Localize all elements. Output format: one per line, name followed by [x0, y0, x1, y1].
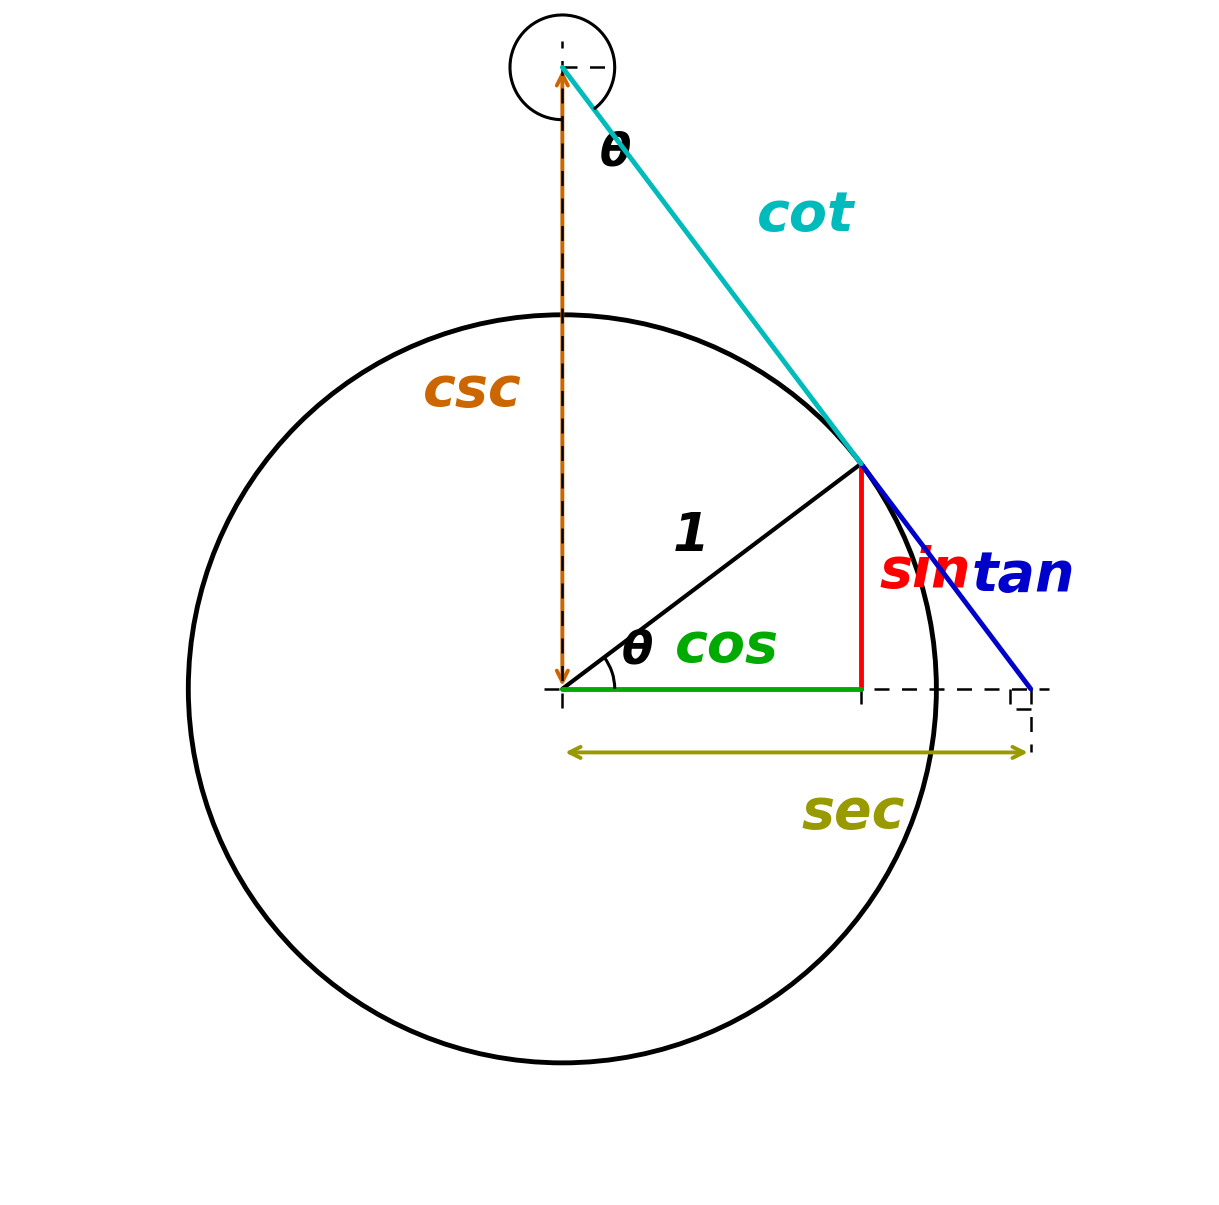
Text: sec: sec: [801, 786, 904, 840]
Text: θ: θ: [600, 131, 631, 176]
Text: tan: tan: [972, 549, 1075, 604]
Text: θ: θ: [622, 629, 653, 674]
Text: sin: sin: [880, 545, 972, 599]
Text: cos: cos: [674, 619, 779, 674]
Text: cot: cot: [757, 189, 855, 243]
Text: csc: csc: [423, 364, 522, 417]
Text: 1: 1: [673, 510, 709, 562]
